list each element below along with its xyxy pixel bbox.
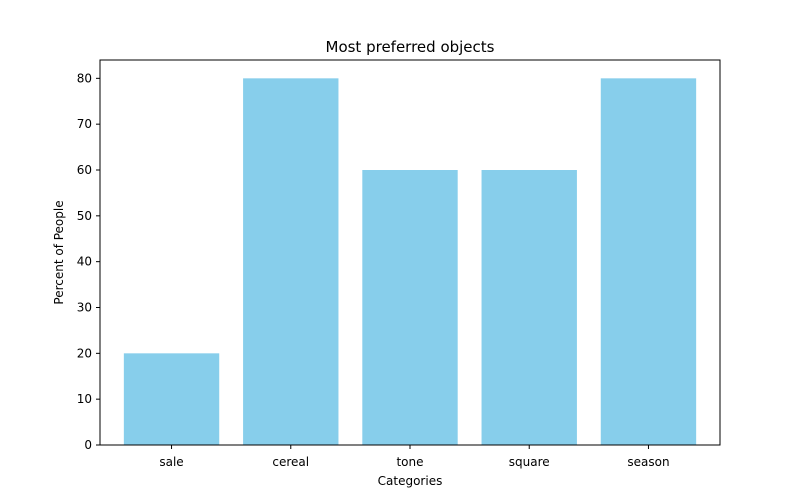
x-axis: sale cereal tone square season [159,445,670,469]
x-tick-label: season [627,455,669,469]
y-tick-label: 30 [77,301,92,315]
chart-title: Most preferred objects [326,38,495,56]
y-tick-label: 40 [77,255,92,269]
y-tick-label: 50 [77,209,92,223]
x-tick-label: square [509,455,550,469]
y-axis: 0 10 20 30 40 50 60 70 80 [77,71,100,452]
y-tick-label: 10 [77,392,92,406]
bar-sale [123,353,220,445]
bar-square [481,170,577,445]
bar-cereal [243,78,339,445]
x-axis-label: Categories [378,474,443,488]
y-tick-label: 60 [77,163,92,177]
bars-layer [123,78,697,445]
x-tick-label: cereal [272,455,309,469]
y-tick-label: 80 [77,71,92,85]
y-tick-label: 70 [77,117,92,131]
y-axis-label: Percent of People [52,200,66,304]
y-tick-label: 20 [77,346,92,360]
bar-tone [362,170,458,445]
x-tick-label: sale [159,455,183,469]
y-tick-label: 0 [84,438,92,452]
bar-season [600,78,697,445]
x-tick-label: tone [396,455,423,469]
